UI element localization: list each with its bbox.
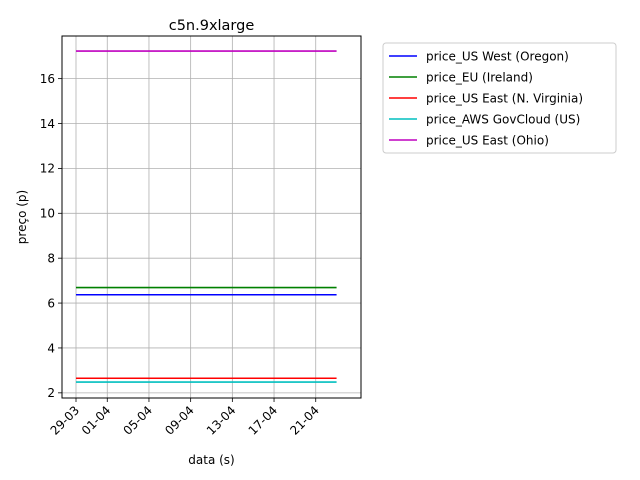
grid-lines — [62, 36, 361, 398]
legend-label: price_EU (Ireland) — [426, 70, 533, 84]
x-tick-label: 05-04 — [121, 403, 156, 438]
legend: price_US West (Oregon) price_EU (Ireland)… — [382, 42, 617, 154]
x-tick-label: 29-03 — [48, 403, 83, 438]
y-axis-label: preço (p) — [15, 190, 29, 244]
legend-label: price_US West (Oregon) — [426, 49, 569, 63]
legend-label: price_AWS GovCloud (US) — [426, 112, 580, 126]
chart-title: c5n.9xlarge — [169, 18, 255, 34]
x-tick-label: 21-04 — [287, 403, 322, 438]
x-tick-label: 13-04 — [204, 403, 239, 438]
y-tick-label: 10 — [40, 207, 55, 221]
plot-frame — [61, 35, 362, 399]
x-tick-label: 01-04 — [79, 403, 114, 438]
x-tick-label: 09-04 — [162, 403, 197, 438]
y-tick-label: 4 — [47, 341, 55, 355]
y-tick-label: 12 — [40, 162, 55, 176]
series-lines — [76, 50, 337, 383]
legend-frame — [382, 42, 617, 154]
y-tick-label: 14 — [40, 117, 55, 131]
y-tick-label: 16 — [40, 72, 55, 86]
legend-label: price_US East (N. Virginia) — [426, 91, 583, 105]
y-axis: 2 4 6 8 10 12 14 16 — [40, 72, 62, 400]
x-tick-label: 17-04 — [246, 403, 281, 438]
y-tick-label: 8 — [47, 251, 55, 265]
x-axis-label: data (s) — [188, 453, 234, 467]
y-tick-label: 6 — [47, 296, 55, 310]
legend-label: price_US East (Ohio) — [426, 133, 549, 147]
y-tick-label: 2 — [47, 386, 55, 400]
